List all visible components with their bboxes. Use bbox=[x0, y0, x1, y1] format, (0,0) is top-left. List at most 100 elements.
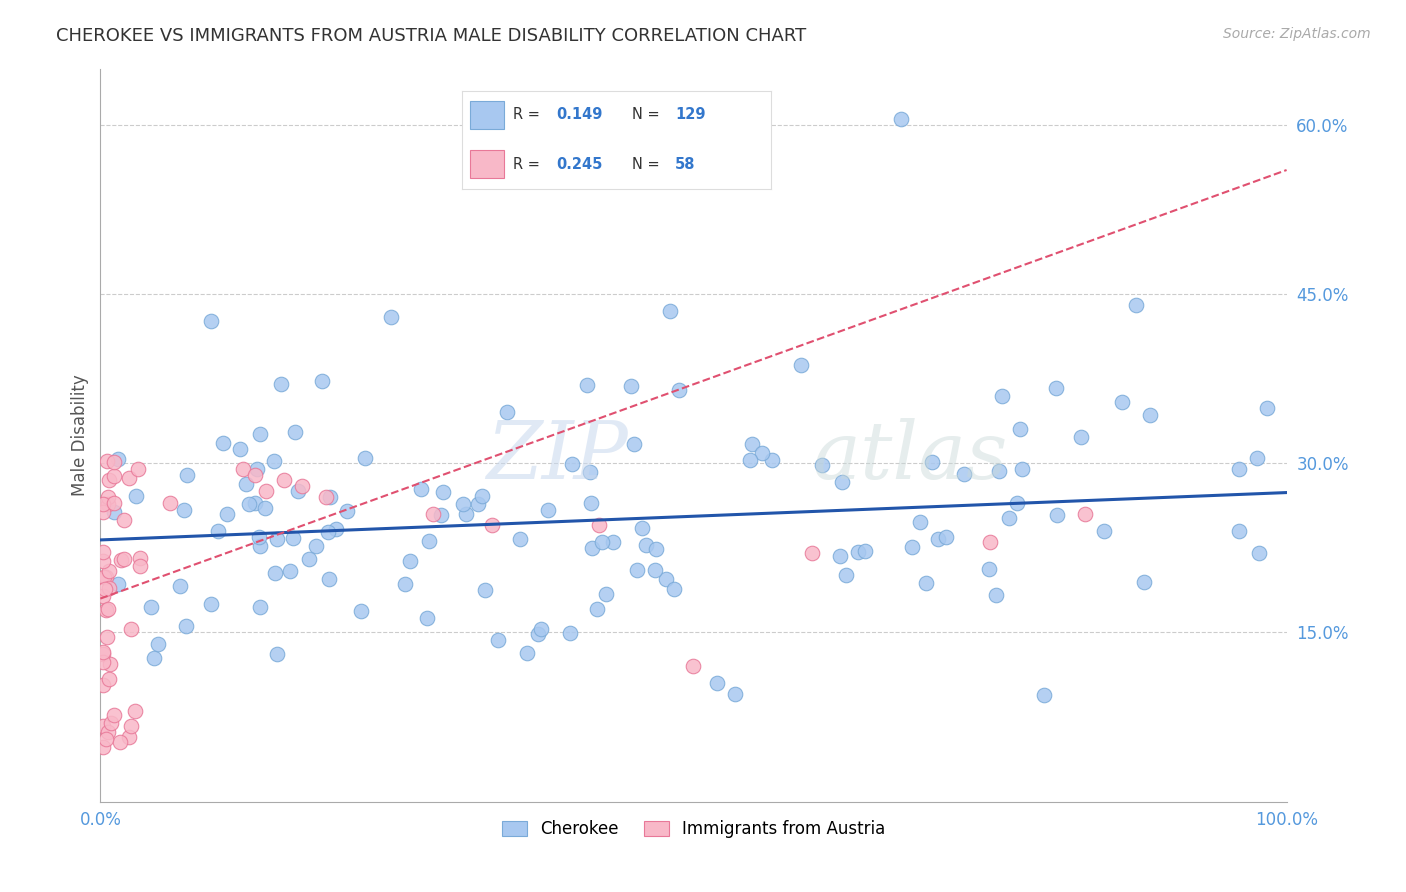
Point bbox=[336, 504, 359, 518]
Point bbox=[94, 570, 117, 584]
Point bbox=[516, 646, 538, 660]
Point bbox=[120, 622, 142, 636]
Point bbox=[668, 384, 690, 398]
Point bbox=[595, 587, 617, 601]
Point bbox=[811, 458, 834, 472]
Point bbox=[118, 470, 141, 484]
Point bbox=[935, 530, 957, 544]
Point bbox=[235, 477, 257, 491]
Point bbox=[91, 545, 114, 559]
Point bbox=[986, 588, 1008, 602]
Point bbox=[173, 503, 195, 517]
Point bbox=[602, 535, 624, 549]
Point bbox=[1011, 461, 1033, 475]
Point bbox=[97, 724, 120, 739]
Point bbox=[901, 540, 924, 554]
Point bbox=[953, 467, 976, 481]
Point bbox=[530, 622, 553, 636]
Point bbox=[353, 450, 375, 465]
Point bbox=[979, 535, 1001, 549]
Point bbox=[724, 688, 747, 702]
Point bbox=[486, 633, 509, 648]
Point bbox=[97, 497, 120, 511]
Point bbox=[655, 572, 678, 586]
Point bbox=[176, 467, 198, 482]
Point bbox=[908, 515, 931, 529]
Point bbox=[232, 462, 254, 476]
Point bbox=[527, 626, 550, 640]
Point bbox=[215, 507, 238, 521]
Point bbox=[921, 455, 943, 469]
Point bbox=[350, 603, 373, 617]
Point bbox=[243, 467, 266, 482]
Point bbox=[890, 112, 912, 127]
Point bbox=[94, 603, 117, 617]
Point bbox=[644, 563, 666, 577]
Point bbox=[129, 558, 152, 573]
Point bbox=[579, 496, 602, 510]
Point bbox=[249, 530, 271, 544]
Point bbox=[281, 531, 304, 545]
Point bbox=[481, 518, 503, 533]
Point bbox=[96, 453, 118, 467]
Point bbox=[91, 719, 114, 733]
Point bbox=[558, 626, 581, 640]
Point bbox=[575, 378, 598, 392]
Point bbox=[238, 497, 260, 511]
Point bbox=[415, 611, 437, 625]
Point bbox=[682, 659, 704, 673]
Point bbox=[634, 538, 657, 552]
Point bbox=[100, 657, 122, 672]
Point bbox=[139, 599, 162, 614]
Point bbox=[93, 569, 115, 583]
Point bbox=[298, 551, 321, 566]
Point bbox=[626, 563, 648, 577]
Point bbox=[266, 648, 288, 662]
Text: CHEROKEE VS IMMIGRANTS FROM AUSTRIA MALE DISABILITY CORRELATION CHART: CHEROKEE VS IMMIGRANTS FROM AUSTRIA MALE… bbox=[56, 27, 807, 45]
Point bbox=[620, 378, 643, 392]
Point bbox=[977, 562, 1000, 576]
Point bbox=[254, 484, 277, 499]
Point bbox=[835, 567, 858, 582]
Point bbox=[94, 582, 117, 597]
Point bbox=[591, 535, 613, 549]
Point bbox=[97, 602, 120, 616]
Point bbox=[409, 483, 432, 497]
Point bbox=[830, 549, 852, 563]
Point bbox=[91, 655, 114, 669]
Point bbox=[432, 484, 454, 499]
Point bbox=[451, 497, 474, 511]
Point bbox=[429, 508, 451, 522]
Point bbox=[100, 716, 122, 731]
Point bbox=[107, 577, 129, 591]
Point bbox=[581, 541, 603, 556]
Point bbox=[831, 475, 853, 490]
Point bbox=[1092, 524, 1115, 538]
Point bbox=[790, 358, 813, 372]
Point bbox=[246, 462, 269, 476]
Point bbox=[1070, 430, 1092, 444]
Point bbox=[229, 442, 252, 456]
Point bbox=[315, 490, 337, 504]
Point bbox=[103, 504, 125, 518]
Point bbox=[394, 577, 416, 591]
Point bbox=[991, 388, 1014, 402]
Point bbox=[129, 551, 152, 566]
Point bbox=[103, 708, 125, 723]
Point bbox=[266, 532, 288, 546]
Point bbox=[249, 599, 271, 614]
Point bbox=[125, 489, 148, 503]
Point bbox=[1046, 508, 1069, 522]
Point bbox=[174, 619, 197, 633]
Point bbox=[751, 446, 773, 460]
Point bbox=[98, 673, 121, 687]
Point bbox=[398, 554, 420, 568]
Point bbox=[644, 542, 666, 557]
Point bbox=[1033, 688, 1056, 702]
Point bbox=[207, 524, 229, 538]
Point bbox=[311, 374, 333, 388]
Point bbox=[108, 735, 131, 749]
Point bbox=[148, 637, 170, 651]
Point bbox=[467, 497, 489, 511]
Point bbox=[537, 502, 560, 516]
